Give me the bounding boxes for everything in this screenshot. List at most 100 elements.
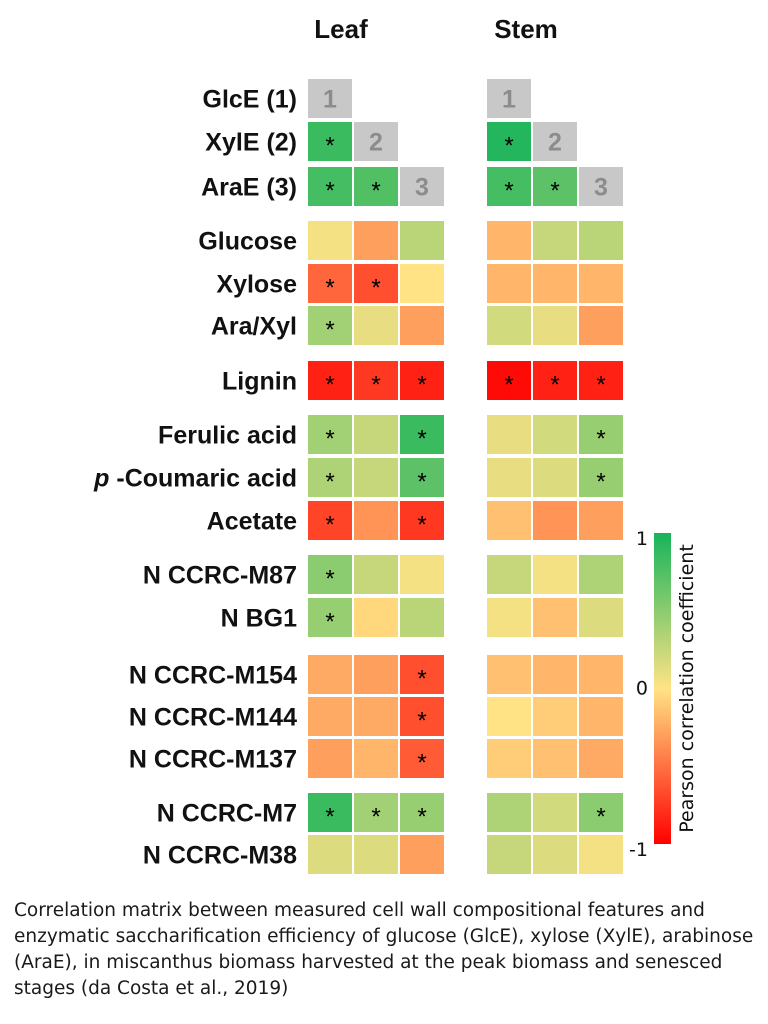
heatmap-cell-leaf <box>354 264 398 303</box>
significance-marker: * <box>325 426 334 453</box>
heatmap-cell-stem <box>533 415 577 454</box>
heatmap-cell-stem <box>533 598 577 637</box>
heatmap-cell-leaf <box>308 697 352 736</box>
row-label-text: N CCRC-M144 <box>129 704 297 732</box>
significance-marker: * <box>417 750 426 777</box>
significance-marker: * <box>371 178 380 205</box>
heatmap-cell-stem <box>487 739 531 778</box>
row-label-text: -Coumaric acid <box>116 465 297 493</box>
index-cell-label: 2 <box>548 129 562 157</box>
row-label-text: N CCRC-M87 <box>143 562 297 590</box>
heatmap-cell-stem <box>533 697 577 736</box>
heatmap-cell-stem <box>579 221 623 260</box>
heatmap-cell-stem <box>487 306 531 345</box>
heatmap-cell-stem <box>533 555 577 594</box>
heatmap-cell-stem <box>487 598 531 637</box>
heatmap-cell-stem <box>487 655 531 694</box>
heatmap-cell-leaf <box>308 167 352 206</box>
heatmap-cell-leaf <box>400 264 444 303</box>
significance-marker: * <box>550 372 559 399</box>
significance-marker: * <box>504 133 513 160</box>
index-cell-label: 1 <box>323 86 337 114</box>
heatmap-cell-leaf <box>354 415 398 454</box>
row-label: Acetate <box>207 508 297 536</box>
heatmap-cell-stem <box>533 167 577 206</box>
row-label-text: N BG1 <box>221 605 298 633</box>
heatmap-cell-stem <box>533 361 577 400</box>
heatmap-cell-stem <box>533 793 577 832</box>
significance-marker: * <box>371 804 380 831</box>
heatmap-cell-leaf <box>354 221 398 260</box>
heatmap-cell-leaf <box>354 598 398 637</box>
heatmap-cell-leaf <box>354 835 398 874</box>
significance-marker: * <box>371 275 380 302</box>
heatmap-cell-leaf <box>308 835 352 874</box>
heatmap-cell-stem <box>487 835 531 874</box>
index-cell-leaf <box>308 79 352 118</box>
panel-title-leaf: Leaf <box>314 14 368 44</box>
row-label: Glucose <box>198 228 297 256</box>
heatmap-cell-leaf <box>400 655 444 694</box>
heatmap-cell-leaf <box>308 555 352 594</box>
significance-marker: * <box>417 512 426 539</box>
heatmap-cell-leaf <box>400 555 444 594</box>
colorbar-tick-label: 0 <box>636 678 648 700</box>
figure-caption: Correlation matrix between measured cell… <box>14 900 754 999</box>
heatmap-cell-leaf <box>308 739 352 778</box>
significance-marker: * <box>417 372 426 399</box>
heatmap-cell-stem <box>579 415 623 454</box>
significance-marker: * <box>417 708 426 735</box>
significance-marker: * <box>596 372 605 399</box>
row-label-text: Xylose <box>216 271 297 299</box>
significance-marker: * <box>504 372 513 399</box>
heatmap-cell-leaf <box>354 793 398 832</box>
significance-marker: * <box>504 178 513 205</box>
heatmap-cell-stem <box>487 501 531 540</box>
row-label-prefix: p <box>93 465 116 493</box>
row-label: Lignin <box>222 368 297 396</box>
colorbar-label: Pearson correlation coefficient <box>676 544 698 833</box>
heatmap-cell-stem <box>579 555 623 594</box>
row-label: N CCRC-M137 <box>129 746 297 774</box>
heatmap-cell-leaf <box>354 306 398 345</box>
heatmap-cell-stem <box>579 361 623 400</box>
heatmap-cell-leaf <box>400 306 444 345</box>
row-label: N CCRC-M38 <box>143 842 297 870</box>
heatmap-cell-leaf <box>308 122 352 161</box>
significance-marker: * <box>550 178 559 205</box>
heatmap-cell-stem <box>579 458 623 497</box>
heatmap-cell-stem <box>533 655 577 694</box>
colorbar <box>654 533 671 844</box>
heatmap-cell-stem <box>533 501 577 540</box>
heatmap-cell-stem <box>533 835 577 874</box>
row-label: Ferulic acid <box>158 422 297 450</box>
index-cell-stem <box>487 79 531 118</box>
heatmap-cell-stem <box>487 167 531 206</box>
heatmap-cell-leaf <box>400 501 444 540</box>
heatmap-cell-leaf <box>400 739 444 778</box>
significance-marker: * <box>325 133 334 160</box>
heatmap-cell-stem <box>579 793 623 832</box>
heatmap-cell-leaf <box>308 598 352 637</box>
heatmap-cell-leaf <box>400 415 444 454</box>
significance-marker: * <box>417 426 426 453</box>
index-cell-leaf <box>354 122 398 161</box>
heatmap-cell-stem <box>487 697 531 736</box>
index-cell-label: 3 <box>594 174 608 202</box>
heatmap-cell-stem <box>533 739 577 778</box>
row-label-text: Ferulic acid <box>158 422 297 450</box>
heatmap-cell-leaf <box>354 501 398 540</box>
heatmap-cell-leaf <box>400 697 444 736</box>
heatmap-cell-leaf <box>308 221 352 260</box>
heatmap-cell-stem <box>579 739 623 778</box>
row-label: N CCRC-M87 <box>143 562 297 590</box>
significance-marker: * <box>325 469 334 496</box>
significance-marker: * <box>417 666 426 693</box>
heatmap-cell-stem <box>487 415 531 454</box>
index-cell-label: 3 <box>415 174 429 202</box>
row-label: N CCRC-M7 <box>157 800 297 828</box>
row-label-text: AraE (3) <box>201 174 297 202</box>
significance-marker: * <box>325 372 334 399</box>
row-label-text: N CCRC-M7 <box>157 800 297 828</box>
heatmap-cell-stem <box>487 221 531 260</box>
